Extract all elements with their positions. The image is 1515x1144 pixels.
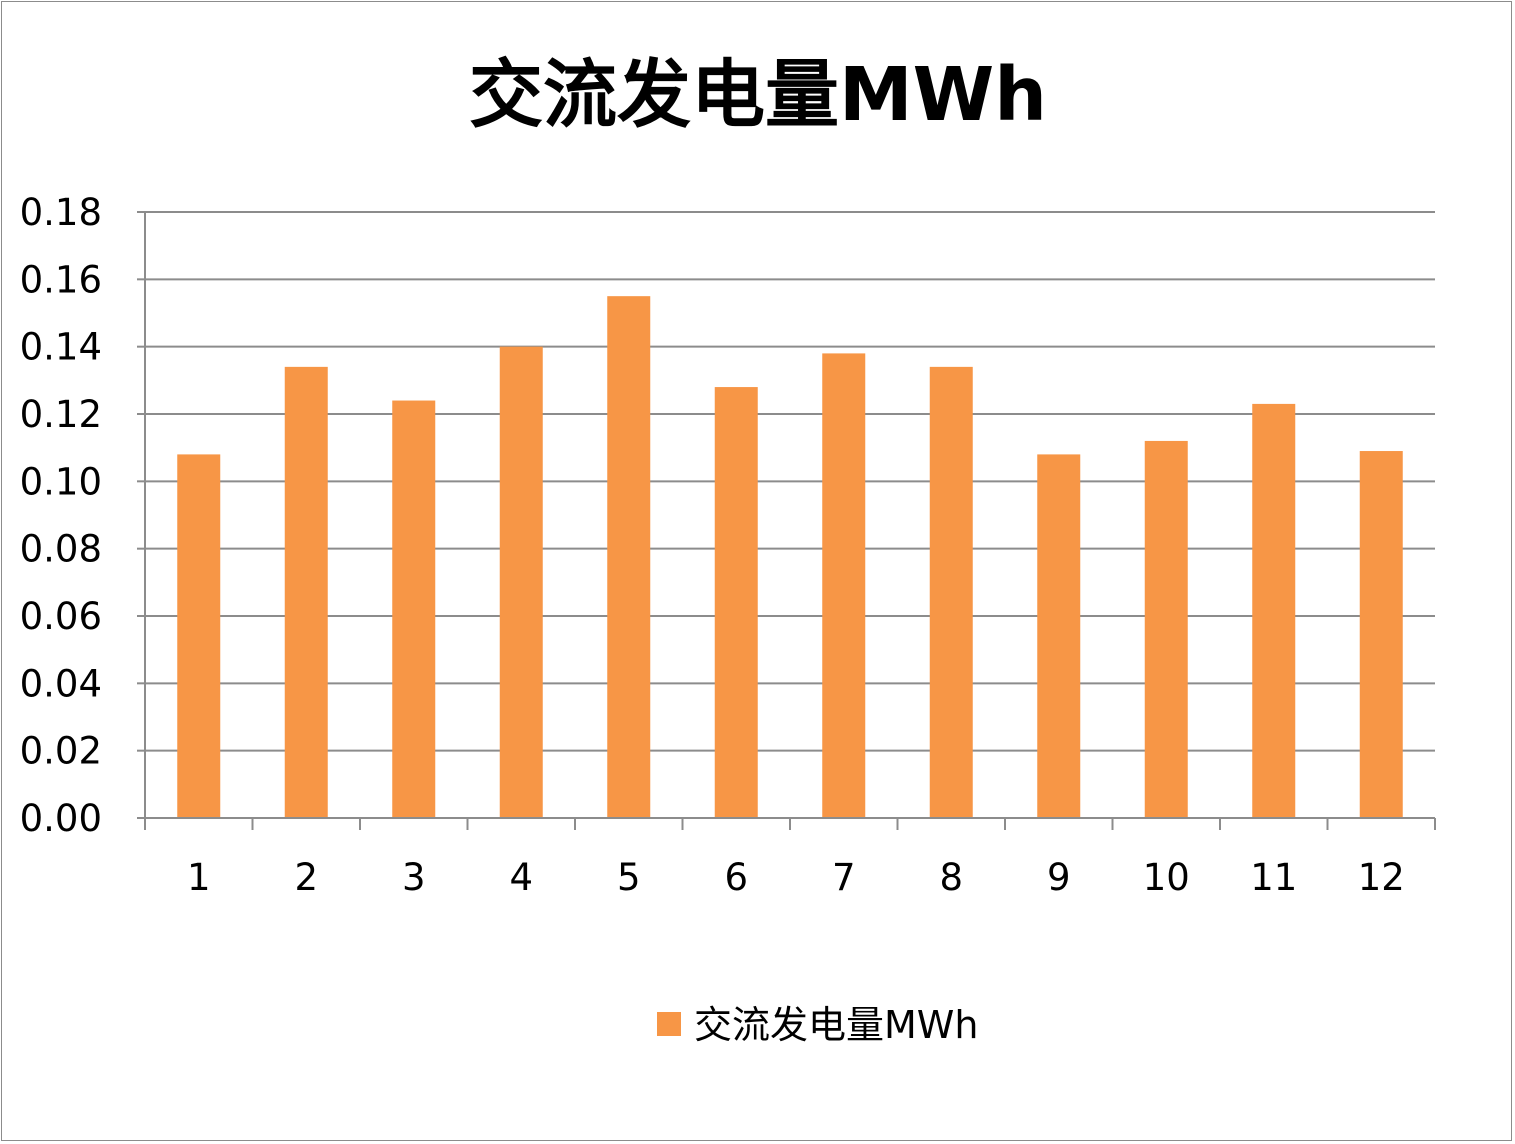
x-tick-label: 8 bbox=[939, 856, 963, 899]
axes bbox=[137, 211, 1436, 830]
bar bbox=[822, 353, 866, 818]
y-tick-label: 0.12 bbox=[20, 393, 102, 436]
y-tick-label: 0.08 bbox=[20, 528, 102, 571]
x-axis-tick-labels: 1 2 3 4 5 6 7 8 9 10 11 12 bbox=[187, 856, 1405, 899]
y-tick-label: 0.02 bbox=[20, 730, 102, 773]
x-tick-label: 5 bbox=[617, 856, 641, 899]
y-tick-label: 0.00 bbox=[20, 797, 102, 840]
y-tick-label: 0.04 bbox=[20, 662, 102, 705]
legend-label: 交流发电量MWh bbox=[694, 1003, 978, 1047]
bar bbox=[714, 387, 758, 818]
bar bbox=[392, 400, 436, 818]
y-tick-label: 0.18 bbox=[20, 191, 102, 234]
y-tick-label: 0.14 bbox=[20, 326, 102, 369]
x-tick-label: 4 bbox=[509, 856, 533, 899]
bars bbox=[177, 296, 1403, 819]
x-tick-label: 9 bbox=[1047, 856, 1071, 899]
legend: 交流发电量MWh bbox=[657, 1003, 978, 1047]
bar bbox=[177, 454, 221, 818]
y-tick-label: 0.16 bbox=[20, 258, 102, 301]
bar bbox=[1037, 454, 1081, 818]
bar bbox=[929, 366, 973, 818]
y-tick-label: 0.06 bbox=[20, 595, 102, 638]
x-tick-label: 2 bbox=[294, 856, 318, 899]
gridlines bbox=[145, 211, 1435, 752]
x-tick-label: 1 bbox=[187, 856, 211, 899]
x-tick-label: 10 bbox=[1143, 856, 1190, 899]
bar bbox=[284, 366, 328, 818]
x-tick-label: 3 bbox=[402, 856, 426, 899]
y-axis-tick-labels: 0.00 0.02 0.04 0.06 0.08 0.10 0.12 0.14 0.16 0.18 bbox=[20, 191, 102, 840]
x-tick-label: 11 bbox=[1250, 856, 1297, 899]
bar bbox=[1252, 403, 1296, 818]
bar bbox=[499, 346, 543, 818]
bar bbox=[1359, 451, 1403, 818]
bar bbox=[607, 296, 651, 819]
y-tick-label: 0.10 bbox=[20, 460, 102, 503]
x-tick-label: 7 bbox=[832, 856, 856, 899]
x-tick-label: 12 bbox=[1358, 856, 1405, 899]
chart-title: 交流发电量MWh bbox=[469, 52, 1047, 138]
x-tick-label: 6 bbox=[724, 856, 748, 899]
bar bbox=[1144, 440, 1188, 818]
legend-swatch bbox=[657, 1012, 681, 1036]
